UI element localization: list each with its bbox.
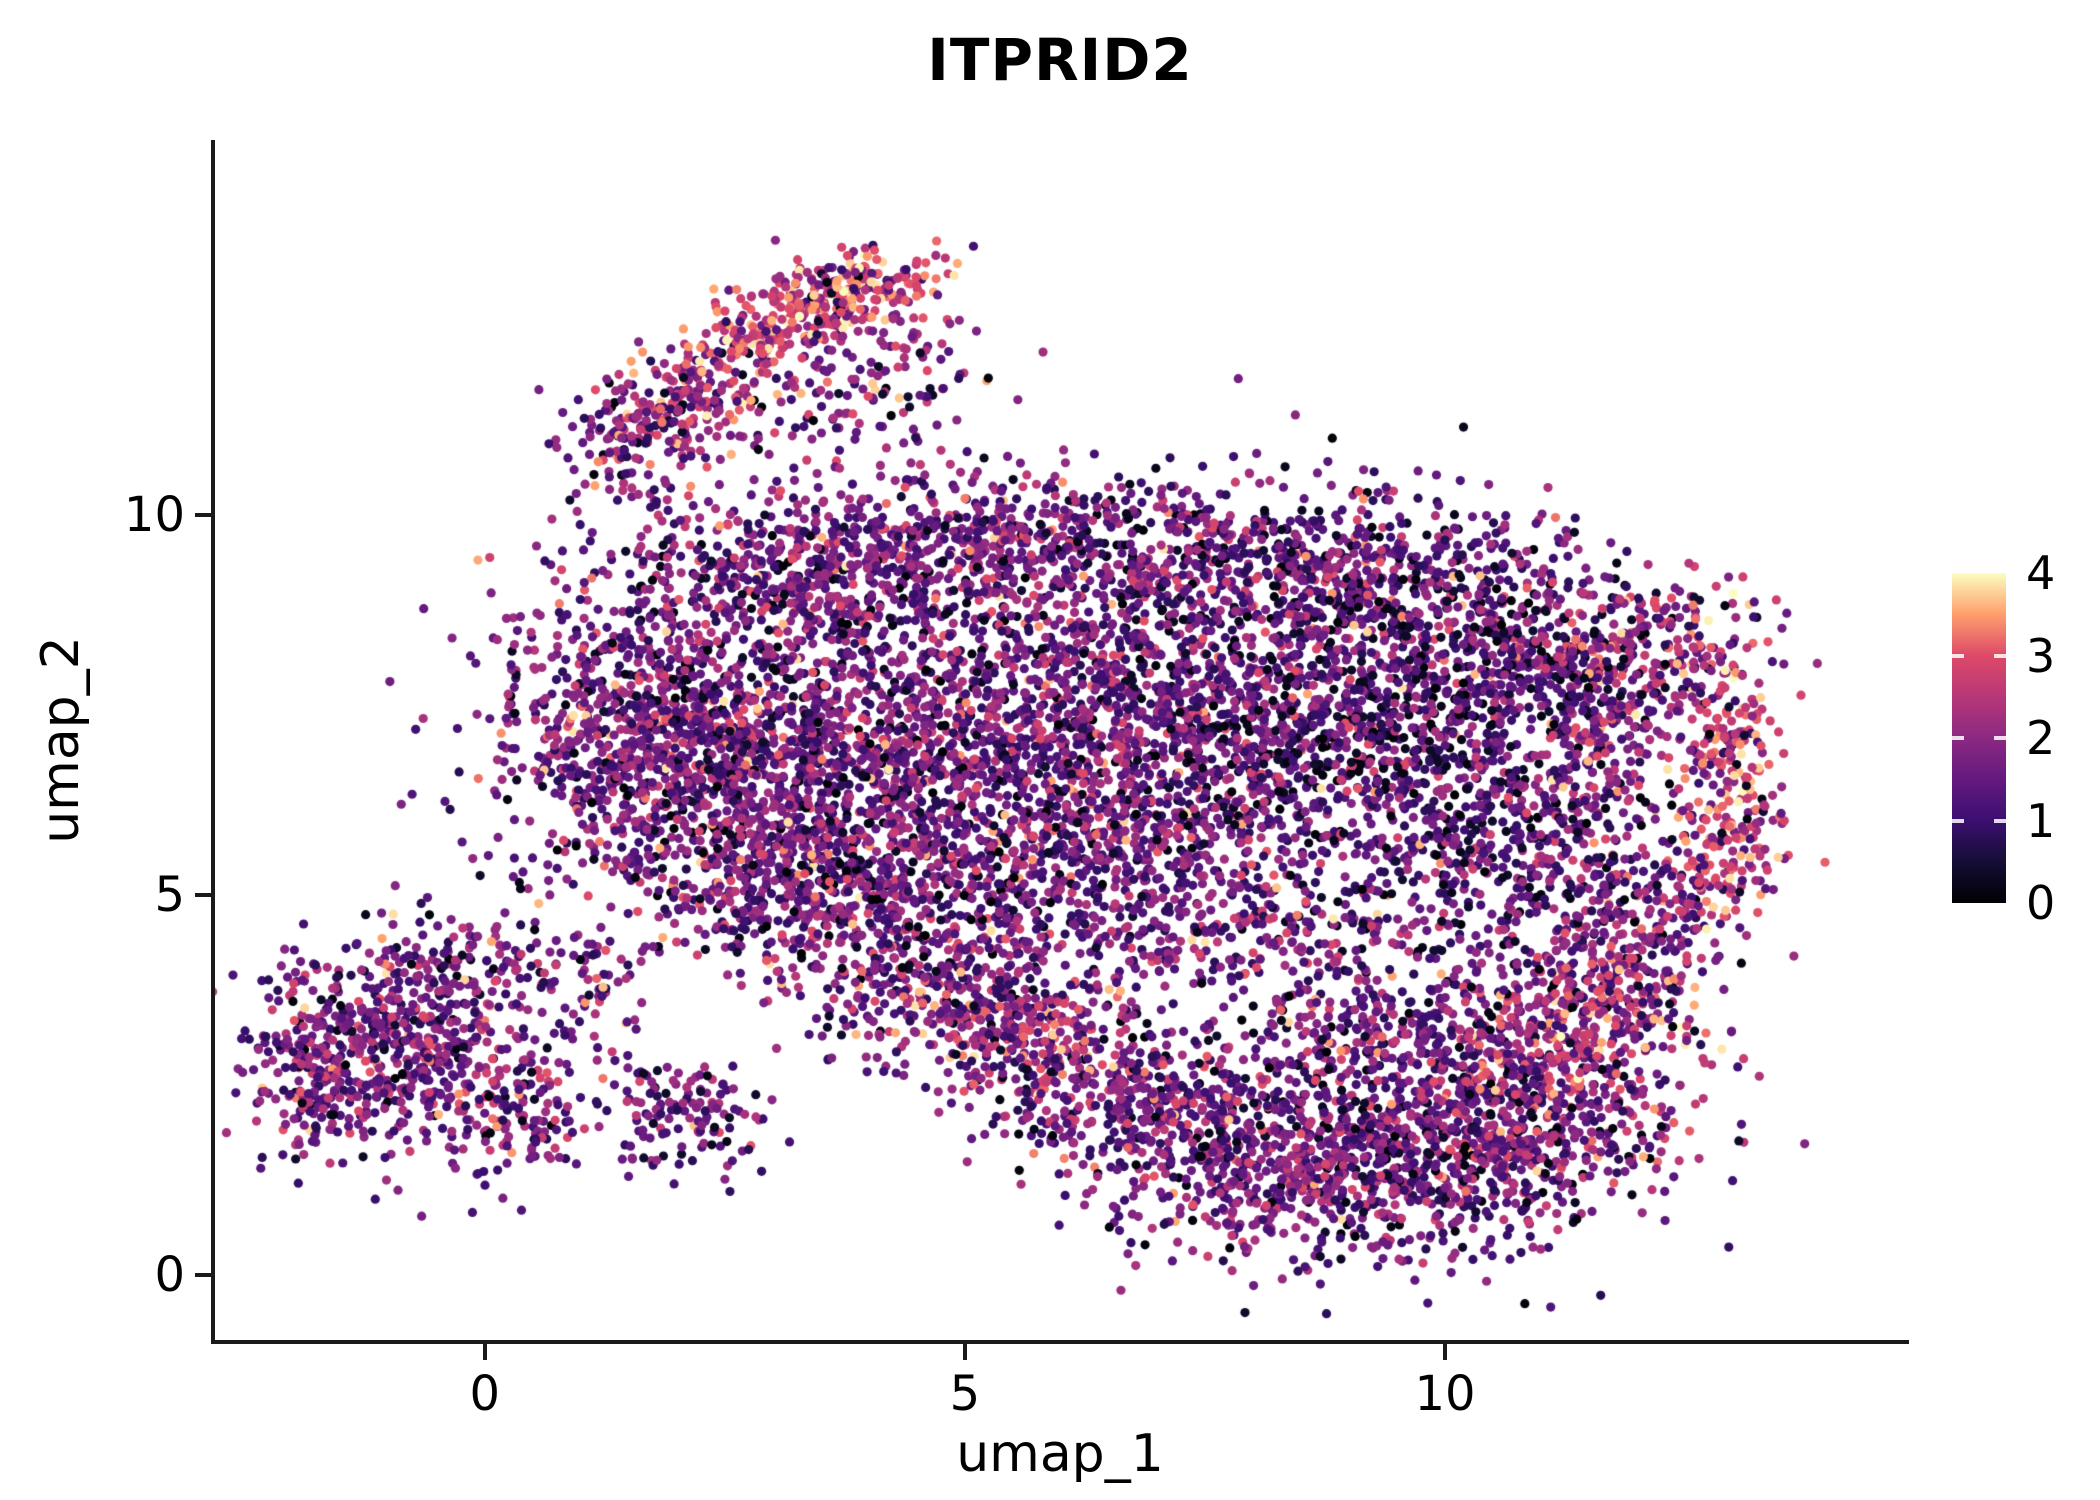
plot-title: ITPRID2 [927, 26, 1193, 94]
plot-area [215, 140, 1905, 1340]
colorbar-tick-mark [1994, 653, 2006, 658]
x-tick-label: 10 [1414, 1366, 1476, 1422]
y-tick-label: 10 [123, 486, 185, 543]
y-tick-mark [195, 1272, 211, 1277]
colorbar-tick-label: 3 [2026, 628, 2056, 683]
y-tick-label: 5 [154, 866, 185, 923]
plot-canvas [215, 140, 1905, 1340]
x-tick-mark [482, 1344, 487, 1360]
colorbar-tick-mark [1994, 736, 2006, 740]
y-axis-label-text: umap_2 [31, 636, 92, 844]
colorbar-tick-label: 0 [2026, 876, 2056, 930]
x-tick-mark [962, 1344, 967, 1360]
colorbar-tick-label: 2 [2026, 711, 2056, 765]
y-axis-line [211, 140, 215, 1344]
y-tick-mark [195, 892, 211, 897]
x-tick-label: 0 [469, 1366, 501, 1422]
x-tick-mark [1443, 1344, 1448, 1360]
y-tick-mark [195, 512, 211, 517]
colorbar-tick-mark [1952, 736, 1964, 740]
x-axis-line [211, 1340, 1909, 1344]
y-axis-label: umap_2 [6, 140, 116, 1340]
colorbar-tick-mark [1952, 653, 1964, 658]
x-tick-label: 5 [949, 1366, 981, 1422]
colorbar-tick-label: 1 [2026, 793, 2056, 848]
colorbar-tick-label: 4 [2026, 546, 2056, 600]
colorbar-tick-mark [1952, 818, 1964, 823]
y-tick-label: 0 [154, 1246, 185, 1303]
x-axis-label: umap_1 [956, 1424, 1164, 1484]
colorbar-tick-mark [1994, 818, 2006, 823]
